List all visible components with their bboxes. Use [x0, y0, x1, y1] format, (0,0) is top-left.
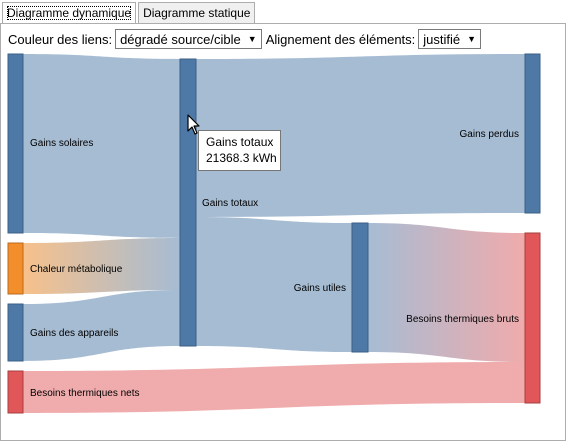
node-label-gains-totaux: Gains totaux: [202, 198, 258, 209]
link-gains-totaux-to-gains-utiles[interactable]: [196, 217, 352, 352]
node-label-gains-utiles: Gains utiles: [294, 283, 346, 294]
node-label-gains-perdus: Gains perdus: [460, 129, 519, 140]
node-label-gains-appareils: Gains des appareils: [30, 328, 118, 339]
chevron-down-icon: ▼: [247, 34, 257, 44]
link-gains-appareils-to-gains-totaux[interactable]: [23, 290, 180, 361]
node-gains-solaires[interactable]: [7, 53, 24, 234]
link-besoins-nets-to-besoins-bruts[interactable]: [23, 362, 525, 413]
tab-label: Diagramme dynamique: [7, 6, 132, 20]
controls-bar: Couleur des liens: dégradé source/cible …: [8, 29, 485, 49]
node-label-besoins-bruts: Besoins thermiques bruts: [406, 314, 519, 325]
mouse-pointer-icon: [187, 114, 200, 135]
node-gains-appareils[interactable]: [7, 303, 24, 362]
link-color-label: Couleur des liens:: [8, 31, 113, 47]
tab-label: Diagramme statique: [143, 6, 251, 20]
link-gains-utiles-to-besoins-bruts[interactable]: [368, 223, 525, 362]
tooltip-title: Gains totaux: [206, 135, 274, 149]
alignment-label: Alignement des éléments:: [265, 31, 416, 47]
node-besoins-bruts[interactable]: [524, 232, 541, 404]
tooltip: Gains totaux 21368.3 kWh: [198, 130, 281, 171]
node-gains-utiles[interactable]: [351, 222, 369, 353]
tab-bar: Diagramme dynamique Diagramme statique: [2, 2, 257, 25]
node-label-chaleur-metabolique: Chaleur métabolique: [30, 264, 123, 275]
alignment-select[interactable]: justifié ▼: [418, 29, 482, 49]
chevron-down-icon: ▼: [467, 34, 477, 44]
tab-diagramme-statique[interactable]: Diagramme statique: [138, 2, 256, 24]
node-chaleur-metabolique[interactable]: [7, 242, 24, 295]
tab-diagramme-dynamique[interactable]: Diagramme dynamique: [2, 2, 137, 25]
link-color-select[interactable]: dégradé source/cible ▼: [115, 29, 262, 49]
node-besoins-nets[interactable]: [7, 370, 24, 414]
alignment-value: justifié: [423, 31, 461, 47]
node-gains-totaux[interactable]: [179, 58, 197, 347]
node-label-gains-solaires: Gains solaires: [30, 138, 93, 149]
link-color-value: dégradé source/cible: [120, 31, 241, 47]
link-gains-solaires-to-gains-totaux[interactable]: [23, 54, 180, 238]
node-label-besoins-nets: Besoins thermiques nets: [30, 388, 140, 399]
link-gains-totaux-to-gains-perdus[interactable]: [196, 54, 525, 217]
node-gains-perdus[interactable]: [524, 53, 541, 214]
tooltip-value: 21368.3 kWh: [206, 151, 277, 165]
link-chaleur-metabolique-to-gains-totaux[interactable]: [23, 238, 180, 294]
